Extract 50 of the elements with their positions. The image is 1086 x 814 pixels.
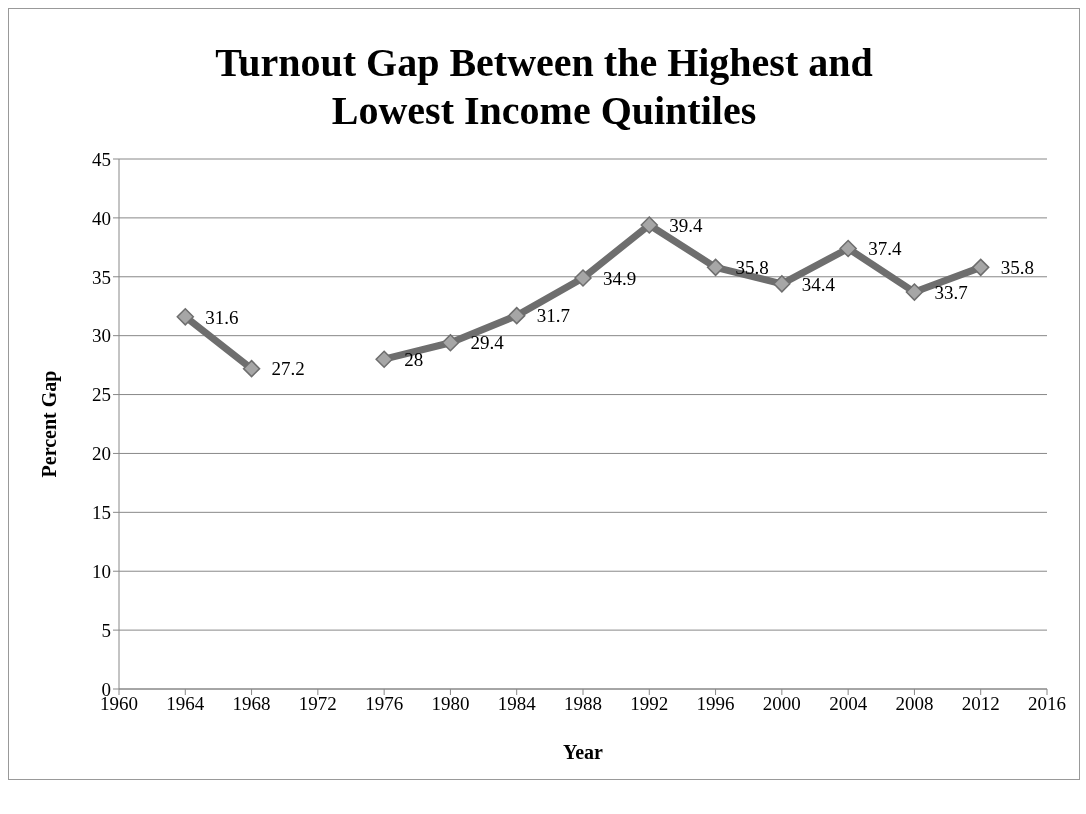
y-tick-label: 30 (92, 325, 111, 347)
x-tick-label: 1968 (232, 693, 271, 715)
x-tick-label: 1992 (630, 693, 669, 715)
x-tick-label: 2008 (895, 693, 934, 715)
data-label: 28 (404, 348, 424, 370)
data-label: 37.4 (868, 238, 902, 260)
y-tick-label: 20 (92, 443, 111, 465)
x-tick-label: 1996 (696, 693, 735, 715)
point (971, 258, 990, 277)
x-tick-label: 2000 (762, 693, 801, 715)
x-tick-label: 1972 (298, 693, 337, 715)
data-label: 39.4 (669, 214, 704, 236)
x-tick-label: 1980 (431, 693, 470, 715)
point (242, 359, 261, 378)
y-tick-label: 15 (92, 502, 111, 524)
data-label: 31.6 (205, 306, 239, 328)
data-label: 34.4 (801, 273, 836, 295)
data-label: 27.2 (271, 358, 305, 380)
point (574, 269, 592, 287)
y-tick-label: 45 (92, 148, 111, 170)
y-tick-label: 25 (92, 384, 111, 406)
data-label: 29.4 (470, 332, 505, 354)
chart-title: Turnout Gap Between the Highest and Lowest Income Quintiles (214, 39, 874, 135)
data-label: 35.8 (735, 257, 769, 279)
x-tick-label: 1976 (365, 693, 404, 715)
y-tick-label: 35 (92, 266, 111, 288)
point (507, 306, 526, 325)
point (706, 258, 725, 277)
x-axis-title: Year (563, 741, 604, 763)
data-label: 34.9 (603, 267, 637, 289)
y-tick-label: 40 (92, 207, 111, 229)
y-tick-label: 10 (92, 560, 111, 582)
point (375, 350, 393, 368)
x-tick-label: 1964 (166, 693, 205, 715)
x-tick-label: 2004 (829, 693, 868, 715)
point (640, 216, 659, 234)
point (773, 275, 791, 293)
y-axis-title: Percent Gap (38, 370, 62, 478)
x-tick-label: 2016 (1028, 693, 1066, 715)
point (905, 283, 924, 301)
data-label: 33.7 (934, 281, 968, 303)
x-tick-label: 1988 (564, 693, 602, 715)
data-label: 31.7 (536, 305, 570, 327)
point (839, 239, 857, 258)
point (441, 333, 460, 352)
x-tick-label: 1984 (497, 693, 537, 715)
y-tick-label: 5 (101, 619, 111, 641)
point (176, 308, 195, 326)
data-label: 35.8 (1000, 257, 1034, 279)
x-tick-label: 2012 (961, 693, 1000, 715)
